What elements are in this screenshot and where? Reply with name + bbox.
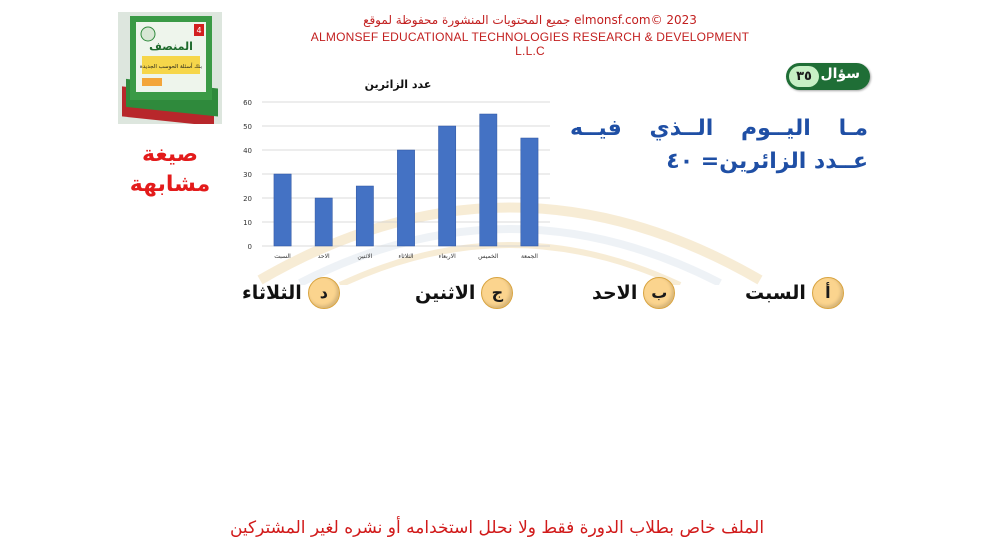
book-grade-number: 4 xyxy=(196,26,201,35)
chart-ytick-label: 20 xyxy=(243,195,252,203)
chart-xtick-label: الاثنين xyxy=(357,253,372,260)
chart-bar xyxy=(315,198,332,246)
chart-ytick-label: 10 xyxy=(243,219,252,227)
chart-ytick-label: 50 xyxy=(243,123,252,131)
book-subtitle: بنك أسئلة الحوسب الجديدة xyxy=(140,62,203,70)
option-d-letter: د xyxy=(308,277,340,309)
option-b[interactable]: ب الاحد xyxy=(592,277,675,309)
chart-title: عدد الزائرين xyxy=(365,78,432,91)
chart-xtick-label: الاربعاء xyxy=(439,253,457,260)
book-title: المنصف xyxy=(149,40,193,53)
visitors-bar-chart: عدد الزائرين 0 10 20 30 40 50 60 السبت الاحد الا… xyxy=(228,70,560,270)
similar-label-line2: مشابهة xyxy=(120,170,220,200)
option-d[interactable]: د الثلاثاء xyxy=(242,277,340,309)
chart-bar xyxy=(521,138,538,246)
chart-bar xyxy=(480,114,497,246)
question-number: ٣٥ xyxy=(789,66,819,87)
question-text: مـا اليــوم الــذي فيــه عــدد الزائرين=… xyxy=(570,112,868,178)
copyright-line: جميع المحتويات المنشورة محفوظة لموقع elm… xyxy=(300,13,760,27)
similar-label-line1: صيغة xyxy=(120,140,220,170)
option-a-letter: أ xyxy=(812,277,844,309)
option-c-text: الاثنين xyxy=(415,282,475,304)
chart-xtick-label: الخميس xyxy=(478,253,499,260)
option-a[interactable]: أ السبت xyxy=(745,277,844,309)
chart-bar xyxy=(274,174,291,246)
question-word: سؤال xyxy=(821,66,861,82)
similar-format-label: صيغة مشابهة xyxy=(120,140,220,200)
option-b-text: الاحد xyxy=(592,282,637,304)
book-cover-image: 4 المنصف بنك أسئلة الحوسب الجديدة xyxy=(118,12,222,124)
company-name: ALMONSEF EDUCATIONAL TECHNOLOGIES RESEAR… xyxy=(300,30,760,58)
chart-xtick-label: الثلاثاء xyxy=(398,253,414,260)
option-b-letter: ب xyxy=(643,277,675,309)
chart-ytick-label: 60 xyxy=(243,99,252,107)
chart-xtick-label: الجمعة xyxy=(521,253,538,260)
chart-xtick-label: السبت xyxy=(274,253,291,260)
chart-bar xyxy=(356,186,373,246)
question-number-badge: سؤال ٣٥ xyxy=(786,63,870,90)
chart-ytick-label: 40 xyxy=(243,147,252,155)
chart-ytick-label: 0 xyxy=(248,243,252,251)
option-a-text: السبت xyxy=(745,282,806,304)
option-c-letter: ج xyxy=(481,277,513,309)
chart-bar xyxy=(439,126,456,246)
option-c[interactable]: ج الاثنين xyxy=(415,277,513,309)
chart-ytick-label: 30 xyxy=(243,171,252,179)
chart-bar xyxy=(397,150,414,246)
footer-notice: الملف خاص بطلاب الدورة فقط ولا نحلل استخ… xyxy=(0,518,994,538)
option-d-text: الثلاثاء xyxy=(242,282,302,304)
chart-xtick-label: الاحد xyxy=(318,253,330,260)
